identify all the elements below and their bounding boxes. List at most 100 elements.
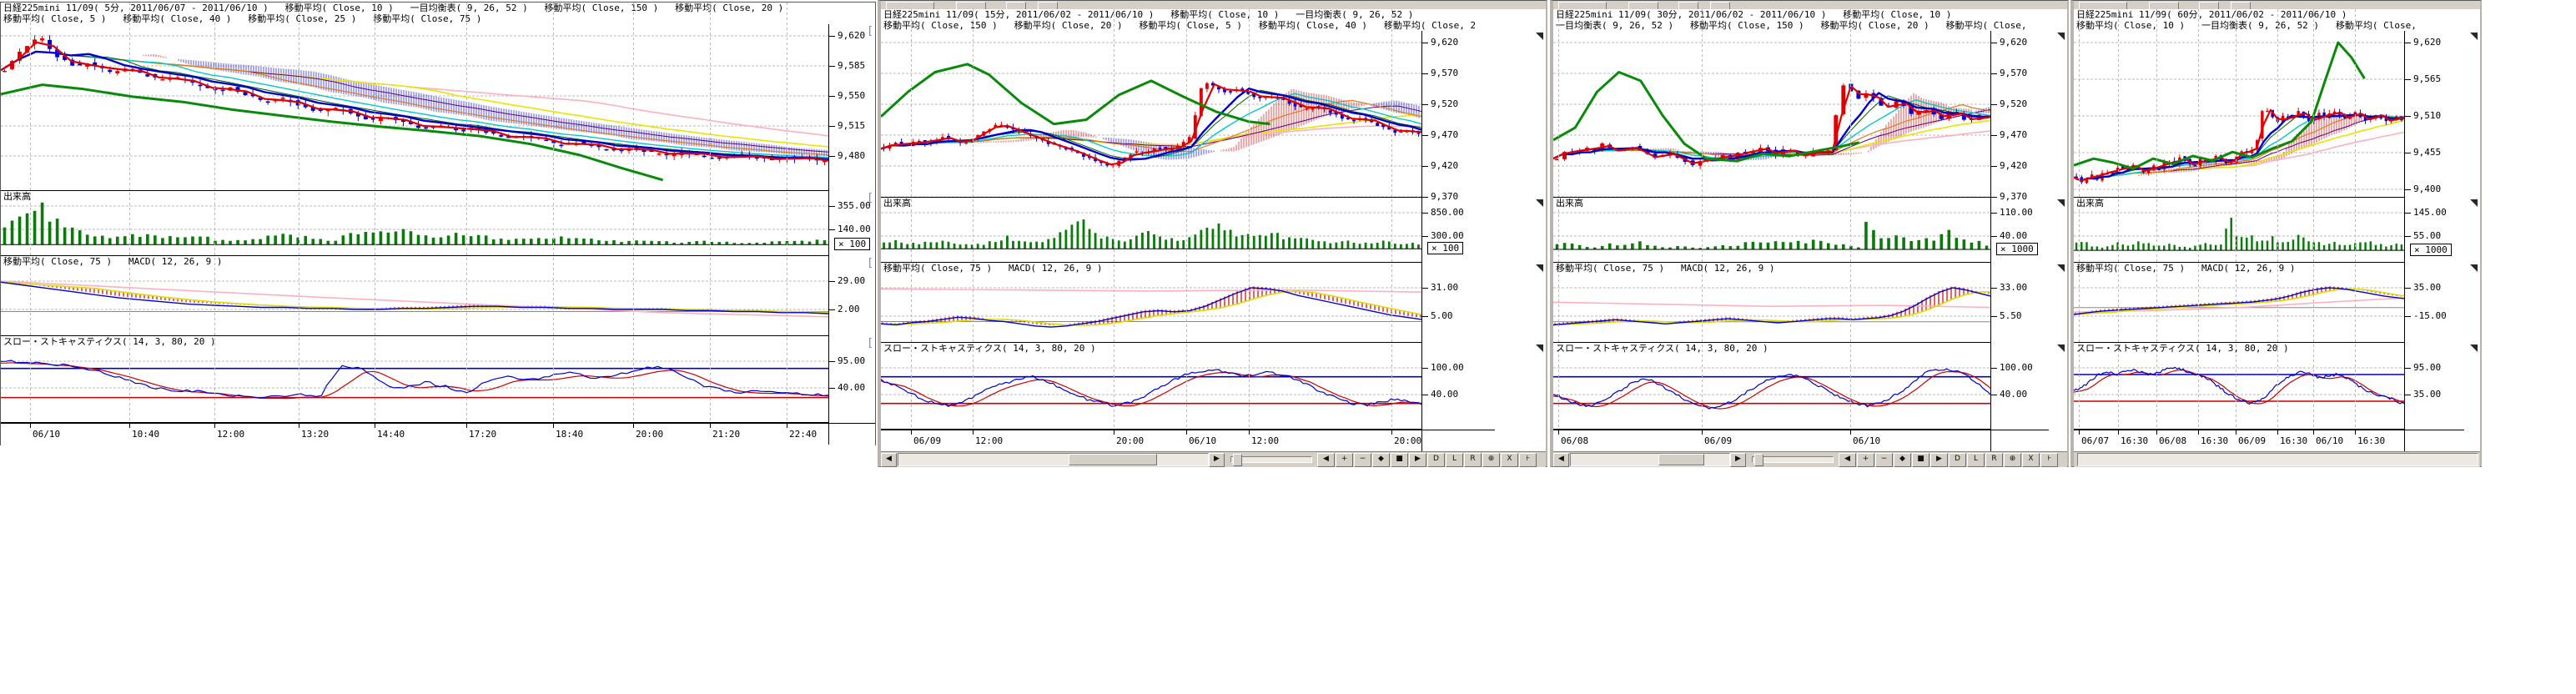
step-forward-button[interactable]: ▶: [1930, 452, 1948, 467]
volume-multiplier-badge: × 100: [834, 238, 871, 251]
price-chart-pane[interactable]: [1, 24, 828, 191]
pane-handle-icon[interactable]: [: [867, 257, 873, 269]
scroll-left-arrow[interactable]: ◀: [1553, 452, 1569, 467]
stochastics-pane[interactable]: スロー・ストキャスティクス( 14, 3, 80, 20 ): [1, 336, 828, 423]
horizontal-scrollbar[interactable]: [2074, 451, 2480, 467]
zoom-in-button[interactable]: +: [1857, 452, 1874, 467]
macd-pane[interactable]: 移動平均( Close, 75 ) MACD( 12, 26, 9 ): [2074, 263, 2404, 343]
time-tick-label: 13:20: [301, 429, 330, 440]
time-tick: [2118, 430, 2119, 435]
price-tick-label: 9,480: [829, 151, 865, 161]
stop-button[interactable]: ■: [1391, 452, 1408, 467]
stoch-tick-label: 40.00: [829, 383, 865, 393]
pane-collapse-handle-icon[interactable]: [2470, 344, 2478, 352]
volume-pane[interactable]: 出来高: [1553, 198, 1990, 263]
refresh-button[interactable]: R: [1985, 452, 2003, 467]
zoom-out-button[interactable]: −: [1875, 452, 1893, 467]
volume-pane[interactable]: 出来高: [881, 198, 1421, 263]
end-button[interactable]: ⊦: [2040, 452, 2058, 467]
macd-pane[interactable]: 移動平均( Close, 75 ) MACD( 12, 26, 9 ): [1553, 263, 1990, 343]
macd-canvas: [1, 280, 828, 318]
price-tick-label: 9,455: [2405, 148, 2441, 158]
volume-pane[interactable]: 出来高: [1, 191, 828, 256]
time-tick: [1186, 430, 1187, 435]
zoom-slider-knob[interactable]: [1754, 454, 1763, 466]
pane-collapse-handle-icon[interactable]: [1536, 264, 1543, 272]
right-axis: × 100 9,620 9,570 9,520 9,470 9,420 9,370 850.…: [1421, 31, 1496, 451]
time-tick: [2277, 430, 2278, 435]
macd-pane[interactable]: 移動平均( Close, 75 ) MACD( 12, 26, 9 ): [1, 256, 828, 336]
pane-collapse-handle-icon[interactable]: [2057, 199, 2065, 207]
zoom-slider[interactable]: [1230, 454, 1312, 466]
fit-button[interactable]: ◆: [1894, 452, 1911, 467]
step-forward-button[interactable]: ▶: [1409, 452, 1426, 467]
zoom-out-button[interactable]: −: [1354, 452, 1371, 467]
scrollbar-track[interactable]: [898, 453, 1209, 466]
scroll-left-arrow[interactable]: ◀: [881, 452, 897, 467]
pane-handle-icon[interactable]: [: [867, 337, 873, 350]
magnifier-button[interactable]: ⊕: [2004, 452, 2021, 467]
pane-collapse-handle-icon[interactable]: [2057, 344, 2065, 352]
stochastics-pane[interactable]: スロー・ストキャスティクス( 14, 3, 80, 20 ): [881, 343, 1421, 430]
vertical-gridline: [214, 3, 215, 423]
time-tick-label: 06/08: [2159, 435, 2187, 446]
zoom-slider[interactable]: [1752, 454, 1834, 466]
pane-handle-icon[interactable]: [: [867, 25, 873, 38]
fit-button[interactable]: ◆: [1372, 452, 1390, 467]
pane-handle-icon[interactable]: [: [867, 192, 873, 204]
pane-collapse-handle-icon[interactable]: [2470, 264, 2478, 272]
stop-button[interactable]: ■: [1912, 452, 1929, 467]
pane-collapse-handle-icon[interactable]: [1536, 344, 1543, 352]
volume-label: 出来高: [2076, 198, 2104, 209]
scroll-right-arrow[interactable]: ▶: [1730, 452, 1746, 467]
line-mode-button[interactable]: L: [1967, 452, 1985, 467]
time-tick-label: 06/10: [1189, 435, 1217, 446]
scrollbar-track[interactable]: [2077, 453, 2478, 466]
close-button[interactable]: X: [2022, 452, 2040, 467]
pane-collapse-handle-icon[interactable]: [1536, 33, 1543, 40]
macd-pane[interactable]: 移動平均( Close, 75 ) MACD( 12, 26, 9 ): [881, 263, 1421, 343]
step-back-button[interactable]: ◀: [1317, 452, 1335, 467]
pane-collapse-handle-icon[interactable]: [2470, 33, 2478, 40]
pane-collapse-handle-icon[interactable]: [1536, 199, 1543, 207]
scrollbar-thumb[interactable]: [1069, 454, 1157, 465]
horizontal-scrollbar[interactable]: ◀ ▶ ◀ + − ◆ ■ ▶ D L R ⊕ X ⊦: [1553, 451, 2067, 467]
pane-collapse-handle-icon[interactable]: [2057, 264, 2065, 272]
time-tick: [1850, 430, 1851, 435]
stochastics-label: スロー・ストキャスティクス( 14, 3, 80, 20 ): [2076, 343, 2289, 354]
refresh-button[interactable]: R: [1464, 452, 1482, 467]
stochastics-pane[interactable]: スロー・ストキャスティクス( 14, 3, 80, 20 ): [2074, 343, 2404, 430]
stochastics-pane[interactable]: スロー・ストキャスティクス( 14, 3, 80, 20 ): [1553, 343, 1990, 430]
time-tick: [553, 424, 554, 428]
time-tick-label: 10:40: [132, 429, 160, 440]
time-tick: [2198, 430, 2199, 435]
magnifier-button[interactable]: ⊕: [1482, 452, 1500, 467]
price-chart-pane[interactable]: [2074, 31, 2404, 198]
price-chart-pane[interactable]: [1553, 31, 1990, 198]
daily-button[interactable]: D: [1949, 452, 1966, 467]
chart-header: 日経225mini 11/09( 15分, 2011/06/02 - 2011/…: [881, 9, 1546, 31]
time-tick-label: 12:00: [1251, 435, 1280, 446]
step-back-button[interactable]: ◀: [1839, 452, 1856, 467]
scrollbar-thumb[interactable]: [1658, 454, 1704, 465]
macd-tick-label: 5.50: [1991, 311, 2022, 321]
chart-window: 日経225mini 11/09( 5分, 2011/06/07 - 2011/0…: [0, 2, 876, 445]
time-tick: [973, 430, 974, 435]
vertical-gridline: [2198, 9, 2199, 430]
time-tick-label: 12:00: [217, 429, 245, 440]
time-tick: [710, 424, 711, 428]
pane-collapse-handle-icon[interactable]: [2470, 199, 2478, 207]
zoom-slider-knob[interactable]: [1233, 454, 1242, 466]
pane-collapse-handle-icon[interactable]: [2057, 33, 2065, 40]
zoom-in-button[interactable]: +: [1336, 452, 1353, 467]
end-button[interactable]: ⊦: [1519, 452, 1537, 467]
stochastics-canvas: [1553, 367, 1990, 410]
scroll-right-arrow[interactable]: ▶: [1209, 452, 1225, 467]
close-button[interactable]: X: [1501, 452, 1518, 467]
scrollbar-track[interactable]: [1570, 453, 1730, 466]
price-chart-pane[interactable]: [881, 31, 1421, 198]
daily-button[interactable]: D: [1427, 452, 1445, 467]
macd-label: 移動平均( Close, 75 ) MACD( 12, 26, 9 ): [1556, 263, 1775, 274]
line-mode-button[interactable]: L: [1446, 452, 1463, 467]
horizontal-scrollbar[interactable]: ◀ ▶ ◀ + − ◆ ■ ▶ D L R ⊕ X ⊦: [881, 451, 1546, 467]
